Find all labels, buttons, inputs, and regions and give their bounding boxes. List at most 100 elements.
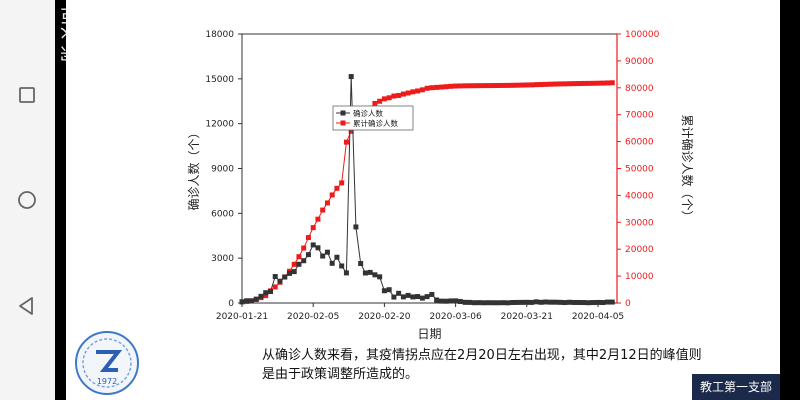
- data-point-daily: [277, 278, 283, 284]
- data-point-daily: [348, 74, 354, 80]
- data-point-daily: [372, 272, 378, 278]
- data-point-daily: [391, 294, 397, 300]
- data-point-daily: [557, 299, 563, 305]
- data-point-cumulative: [571, 81, 577, 87]
- data-point-daily: [481, 300, 487, 306]
- data-point-cumulative: [334, 185, 340, 191]
- logo-year-text: 1972: [97, 377, 117, 386]
- left-axis-tick-label: 18000: [205, 30, 234, 40]
- data-point-cumulative: [305, 235, 311, 241]
- data-point-cumulative: [481, 83, 487, 89]
- square-icon[interactable]: [13, 81, 41, 109]
- data-point-cumulative: [443, 84, 449, 90]
- triangle-icon[interactable]: [13, 292, 41, 320]
- data-point-daily: [405, 292, 411, 298]
- circle-icon[interactable]: [13, 186, 41, 214]
- data-point-daily: [381, 288, 387, 294]
- data-point-cumulative: [310, 225, 316, 231]
- data-point-cumulative: [329, 192, 335, 198]
- data-point-cumulative: [538, 82, 544, 88]
- data-point-cumulative: [291, 261, 297, 267]
- data-point-cumulative: [348, 128, 354, 134]
- data-point-cumulative: [434, 84, 440, 90]
- data-point-cumulative: [457, 83, 463, 89]
- data-point-daily: [514, 299, 520, 305]
- chart: 0 3000 6000 9000 12000 15000 18000 0 10000 20000 3…: [186, 30, 695, 340]
- left-axis-tick-label: 9000: [211, 165, 234, 175]
- data-point-cumulative: [519, 82, 525, 88]
- data-point-cumulative: [472, 83, 478, 89]
- data-point-daily: [424, 294, 430, 300]
- data-point-cumulative: [315, 216, 321, 222]
- left-axis-tick-label: 6000: [211, 209, 234, 219]
- data-point-daily: [329, 260, 335, 266]
- data-point-cumulative: [533, 82, 539, 88]
- data-point-cumulative: [495, 82, 501, 88]
- right-axis-tick-label: 50000: [625, 165, 654, 175]
- school-logo: 1972: [75, 331, 139, 395]
- data-point-cumulative: [419, 87, 425, 93]
- right-axis-tick-label: 100000: [625, 30, 660, 40]
- data-point-cumulative: [453, 83, 459, 89]
- data-point-cumulative: [581, 80, 587, 86]
- right-axis-tick-label: 30000: [625, 218, 654, 228]
- data-point-cumulative: [548, 81, 554, 87]
- data-point-daily: [353, 224, 359, 230]
- legend-label: 累计确诊人数: [353, 118, 398, 128]
- data-point-daily: [491, 300, 497, 306]
- data-point-cumulative: [567, 81, 573, 87]
- data-point-daily: [320, 253, 326, 259]
- data-point-daily: [486, 300, 492, 306]
- left-axis-tick-label: 15000: [205, 75, 234, 85]
- data-point-cumulative: [514, 82, 520, 88]
- data-point-daily: [339, 263, 345, 269]
- data-point-daily: [567, 299, 573, 305]
- data-point-daily: [595, 299, 601, 305]
- legend-marker: [340, 120, 346, 126]
- data-point-daily: [358, 261, 364, 267]
- data-point-cumulative: [324, 200, 330, 206]
- data-point-daily: [438, 298, 444, 304]
- data-point-cumulative: [296, 254, 302, 260]
- data-point-daily: [244, 298, 250, 304]
- data-point-cumulative: [467, 83, 473, 89]
- right-axis-tick-label: 20000: [625, 245, 654, 255]
- data-point-daily: [581, 300, 587, 306]
- data-point-daily: [476, 300, 482, 306]
- data-point-cumulative: [372, 100, 378, 106]
- data-point-cumulative: [263, 293, 269, 299]
- data-point-cumulative: [396, 92, 402, 98]
- x-axis-tick-label: 2020-03-06: [429, 312, 482, 322]
- data-point-cumulative: [595, 80, 601, 86]
- data-point-daily: [419, 295, 425, 301]
- data-point-cumulative: [448, 83, 454, 89]
- data-point-cumulative: [510, 82, 516, 88]
- data-point-daily: [258, 293, 264, 299]
- data-point-daily: [310, 242, 316, 248]
- data-point-daily: [538, 299, 544, 305]
- android-nav-bar: [0, 0, 55, 400]
- data-point-daily: [334, 254, 340, 260]
- footer-tag: 教工第一支部: [691, 374, 780, 400]
- right-axis-title: 累计确诊人数（个）: [680, 114, 695, 222]
- data-point-cumulative: [586, 80, 592, 86]
- plot-frame: [241, 33, 618, 304]
- data-point-daily: [500, 300, 506, 306]
- data-point-daily: [529, 299, 535, 305]
- right-edge: [780, 0, 800, 400]
- data-point-daily: [377, 274, 383, 280]
- data-point-daily: [576, 299, 582, 305]
- data-point-daily: [448, 298, 454, 304]
- data-point-cumulative: [400, 91, 406, 97]
- data-point-daily: [462, 299, 468, 305]
- left-axis-title: 确诊人数（个）: [186, 126, 201, 210]
- data-point-cumulative: [491, 83, 497, 89]
- data-point-cumulative: [486, 83, 492, 89]
- data-point-daily: [400, 294, 406, 300]
- x-axis-tick-label: 2020-01-21: [216, 312, 268, 322]
- data-point-daily: [263, 290, 269, 296]
- data-point-daily: [533, 299, 539, 305]
- data-point-daily: [495, 300, 501, 306]
- data-point-daily: [248, 298, 254, 304]
- data-point-daily: [524, 299, 530, 305]
